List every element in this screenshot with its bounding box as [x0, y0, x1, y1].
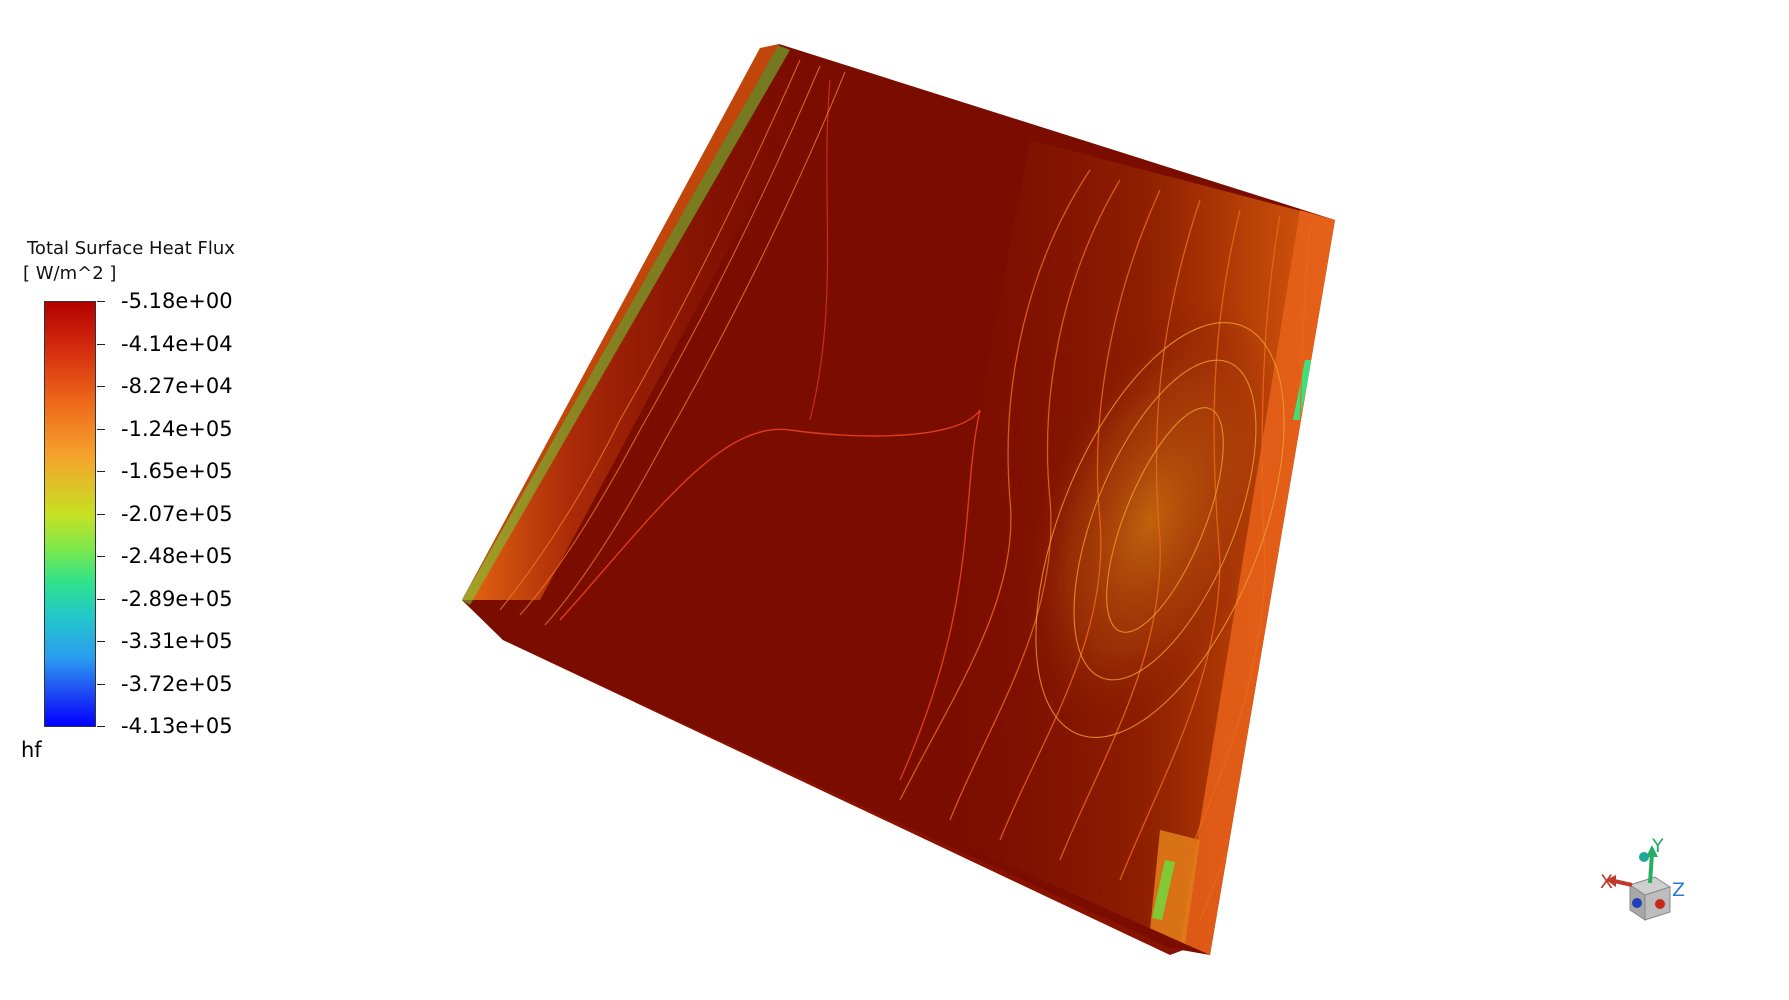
- y-axis-label: Y: [1652, 835, 1664, 857]
- colorbar-tick: [97, 301, 105, 302]
- colorbar-tick-label: -3.72e+05: [121, 671, 233, 696]
- colorbar-tick-label: -1.65e+05: [121, 459, 233, 483]
- colorbar-tick: [97, 683, 105, 685]
- colorbar-tick: [97, 386, 105, 387]
- legend-units: [ W/m^2 ]: [23, 263, 117, 284]
- colorbar-tick: [97, 556, 105, 557]
- axis-triad-graphic: [1606, 845, 1672, 921]
- colorbar-tick-label: -2.89e+05: [121, 586, 233, 611]
- colorbar-tick: [97, 598, 105, 600]
- colorbar-tick: [97, 726, 105, 727]
- legend-title: Total Surface Heat Flux: [27, 238, 235, 259]
- colorbar-tick: [97, 641, 105, 642]
- variable-name: hf: [21, 738, 42, 762]
- colorbar-tick-label: -2.48e+05: [121, 544, 233, 568]
- colorbar-tick: [97, 343, 105, 345]
- axis-triad-icon[interactable]: X Y Z: [1600, 835, 1690, 935]
- colorbar: [44, 301, 96, 727]
- z-axis-label: Z: [1672, 879, 1686, 901]
- colorbar-tick: [97, 513, 105, 515]
- colorbar-tick-label: -1.24e+05: [121, 416, 233, 441]
- x-axis-label: X: [1600, 871, 1614, 893]
- colorbar-tick-label: -5.18e+00: [121, 289, 233, 313]
- colorbar-tick-label: -4.14e+04: [121, 331, 233, 356]
- colorbar-tick-label: -8.27e+04: [121, 374, 233, 398]
- colorbar-tick-label: -3.31e+05: [121, 629, 233, 653]
- colorbar-tick-label: -2.07e+05: [121, 501, 233, 526]
- color-legend[interactable]: Total Surface Heat Flux [ W/m^2 ] -5.18e…: [20, 238, 280, 778]
- colorbar-tick: [97, 471, 105, 472]
- colorbar-tick: [97, 428, 105, 430]
- colorbar-tick-label: -4.13e+05: [121, 714, 233, 738]
